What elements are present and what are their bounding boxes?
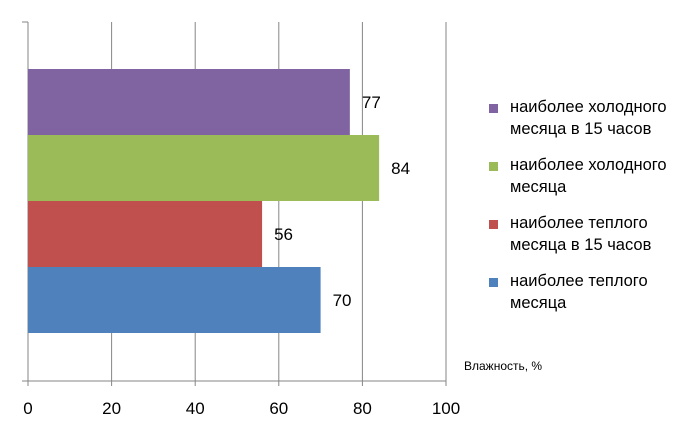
legend-item: наиболее холодного месяца	[489, 154, 694, 198]
value-label: 77	[362, 93, 381, 112]
bar	[28, 135, 380, 201]
value-label: 56	[274, 225, 293, 244]
legend-swatch	[489, 104, 498, 113]
legend-label: наиболее теплого	[510, 214, 648, 232]
x-tick-label: 100	[432, 399, 460, 418]
x-tick-label: 40	[186, 399, 205, 418]
legend-label: месяца	[510, 294, 567, 312]
legend-item: наиболее холодного месяца в 15 часов	[489, 96, 694, 140]
x-tick-label: 0	[23, 399, 32, 418]
legend-swatch	[489, 220, 498, 229]
legend-label: месяца в 15 часов	[510, 120, 652, 138]
legend-item: наиболее теплого месяца в 15 часов	[489, 212, 694, 256]
value-label: 84	[391, 159, 410, 178]
value-labels: 77 84 56 70	[274, 93, 410, 310]
legend-swatch	[489, 162, 498, 171]
x-tick-label: 60	[269, 399, 288, 418]
legend-label: наиболее холодного	[510, 98, 667, 116]
bar	[28, 69, 350, 135]
value-label: 70	[333, 291, 352, 310]
x-tick-label: 80	[353, 399, 372, 418]
bar	[28, 267, 321, 333]
x-tick-label: 20	[102, 399, 121, 418]
bars	[28, 69, 380, 333]
legend-swatch	[489, 278, 498, 287]
legend-label: наиболее теплого	[510, 272, 648, 290]
legend-item: наиболее теплого месяца	[489, 270, 694, 314]
bar	[28, 201, 263, 267]
legend-label: наиболее холодного	[510, 156, 667, 174]
legend: наиболее холодного месяца в 15 часов наибо…	[489, 96, 694, 328]
x-axis-title: Влажность, %	[464, 359, 542, 373]
legend-label: месяца	[510, 178, 567, 196]
x-axis: 0 20 40 60 80 100	[22, 21, 460, 418]
legend-label: месяца в 15 часов	[510, 236, 652, 254]
